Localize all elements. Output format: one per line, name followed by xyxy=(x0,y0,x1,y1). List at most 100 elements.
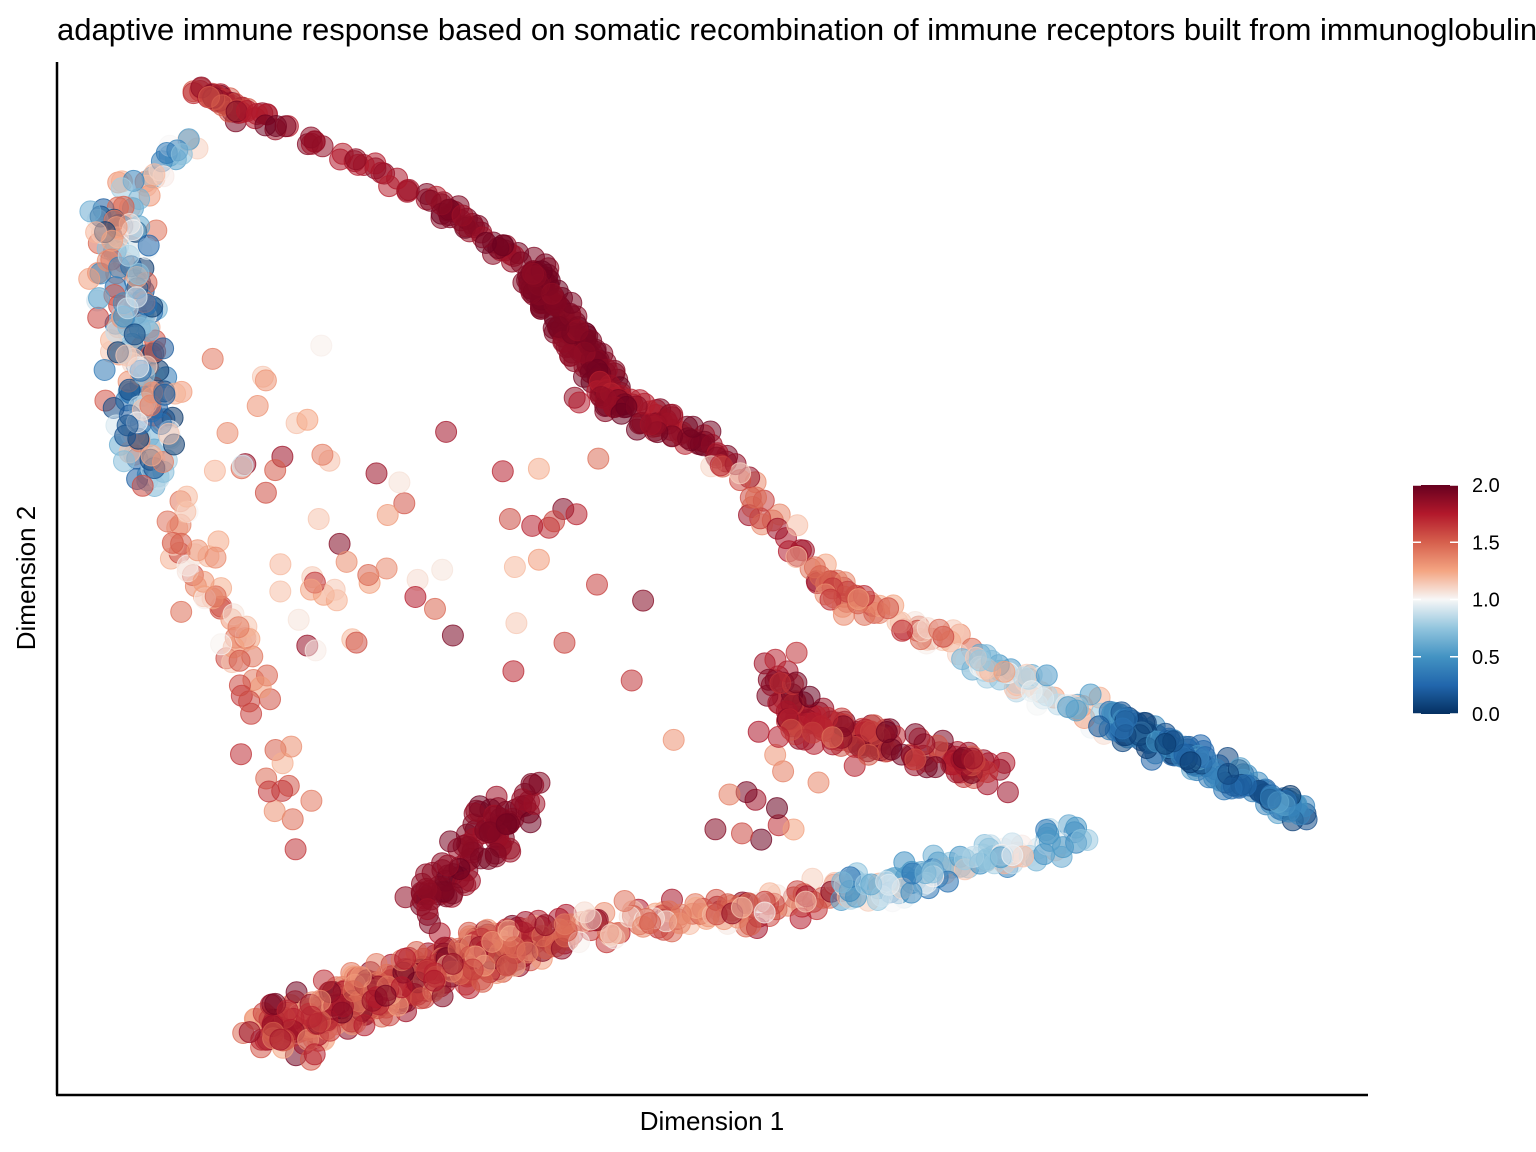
scatter-point xyxy=(254,369,277,392)
scatter-point xyxy=(156,510,179,533)
scatter-point xyxy=(176,560,199,583)
scatter-point xyxy=(115,344,138,367)
scatter-point xyxy=(386,167,409,190)
scatter-point xyxy=(968,649,991,672)
scatter-point xyxy=(1065,699,1088,722)
scatter-point xyxy=(342,980,365,1003)
scatter-point xyxy=(495,813,518,836)
scatter-point xyxy=(365,953,388,975)
scatter-point xyxy=(257,780,280,803)
scatter-point xyxy=(376,504,399,526)
scatter-point xyxy=(87,306,110,329)
scatter-point xyxy=(767,725,790,748)
scatter-point xyxy=(441,952,464,975)
scatter-point xyxy=(131,474,154,497)
scatter-point xyxy=(766,517,789,540)
scatter-point xyxy=(431,558,454,581)
scatter-point xyxy=(227,616,250,639)
scatter-point xyxy=(786,514,809,537)
scatter-point xyxy=(750,828,773,851)
scatter-point xyxy=(269,553,292,576)
scatter-point xyxy=(527,548,550,571)
scatter-point xyxy=(230,743,252,766)
scatter-point xyxy=(547,315,570,338)
scatter-point xyxy=(192,570,215,593)
scatter-point xyxy=(285,981,308,1004)
scatter-point xyxy=(1052,836,1074,859)
scatter-point xyxy=(264,459,287,482)
scatter-point xyxy=(747,720,770,743)
scatter-point xyxy=(875,870,898,893)
scatter-point xyxy=(541,282,563,305)
scatter-point xyxy=(113,450,135,473)
scatter-point xyxy=(961,747,984,770)
scatter-point xyxy=(785,546,808,568)
scatter-point xyxy=(857,743,880,766)
scatter-point xyxy=(198,86,221,108)
scatter-point xyxy=(481,930,504,953)
scatter-point xyxy=(152,337,175,360)
scatter-point xyxy=(766,797,788,820)
legend-tick-label: 0.5 xyxy=(1472,647,1500,669)
scatter-point xyxy=(416,898,439,921)
scatter-point xyxy=(668,912,691,935)
scatter-point xyxy=(1020,680,1043,703)
scatter-point xyxy=(568,391,591,414)
scatter-point xyxy=(891,619,914,642)
scatter-point xyxy=(928,618,951,641)
scatter-point xyxy=(157,422,180,445)
scatter-point xyxy=(393,492,416,515)
scatter-point xyxy=(170,600,193,623)
scatter-point xyxy=(682,415,704,438)
scatter-point xyxy=(263,800,286,823)
legend-tick-label: 0.0 xyxy=(1472,704,1500,726)
scatter-point xyxy=(441,882,464,905)
x-axis-label: Dimension 1 xyxy=(640,1106,785,1136)
scatter-point xyxy=(1217,762,1240,785)
chart-title: adaptive immune response based on somati… xyxy=(57,12,1536,47)
legend-tick-label: 1.0 xyxy=(1472,590,1500,612)
scatter-point xyxy=(875,721,898,743)
scatter-point xyxy=(573,901,596,924)
scatter-point xyxy=(311,443,334,466)
scatter-point xyxy=(125,286,148,309)
scatter-point xyxy=(79,200,102,223)
scatter-point xyxy=(310,334,333,357)
scatter-point xyxy=(423,969,446,992)
scatter-point xyxy=(78,267,101,290)
scatter-point xyxy=(303,1043,326,1066)
scatter-point xyxy=(745,486,767,509)
scatter-point xyxy=(88,287,110,310)
scatter-point xyxy=(463,802,486,825)
scatter-point xyxy=(1079,683,1102,706)
scatter-point xyxy=(1134,712,1157,735)
scatter-point xyxy=(201,347,224,370)
scatter-point xyxy=(231,454,254,477)
scatter-point xyxy=(454,215,477,238)
scatter-point xyxy=(764,743,787,766)
scatter-point xyxy=(1111,717,1134,740)
scatter-point xyxy=(753,901,776,924)
scatter-point xyxy=(613,890,636,912)
scatter-point xyxy=(430,193,453,216)
scatter-point xyxy=(335,550,358,573)
scatter-point xyxy=(123,323,146,346)
scatter-point xyxy=(553,913,576,936)
scatter-point xyxy=(514,911,537,933)
scatter-point xyxy=(586,573,608,596)
scatter-point xyxy=(374,984,397,1007)
scatter-point xyxy=(353,1014,376,1037)
scatter-point xyxy=(441,624,464,647)
scatter-point xyxy=(1001,844,1024,867)
scatter-point xyxy=(639,912,662,935)
scatter-point xyxy=(522,262,545,285)
scatter-point xyxy=(216,422,239,444)
y-axis-label: Dimension 2 xyxy=(11,506,41,651)
plot-area xyxy=(78,76,1318,1071)
scatter-point xyxy=(127,263,150,285)
scatter-point xyxy=(304,639,327,662)
scatter-point xyxy=(246,395,269,417)
scatter-point xyxy=(153,383,176,406)
scatter-point xyxy=(730,896,753,919)
color-legend: 0.0 0.5 1.0 1.5 2.0 xyxy=(1413,475,1500,726)
